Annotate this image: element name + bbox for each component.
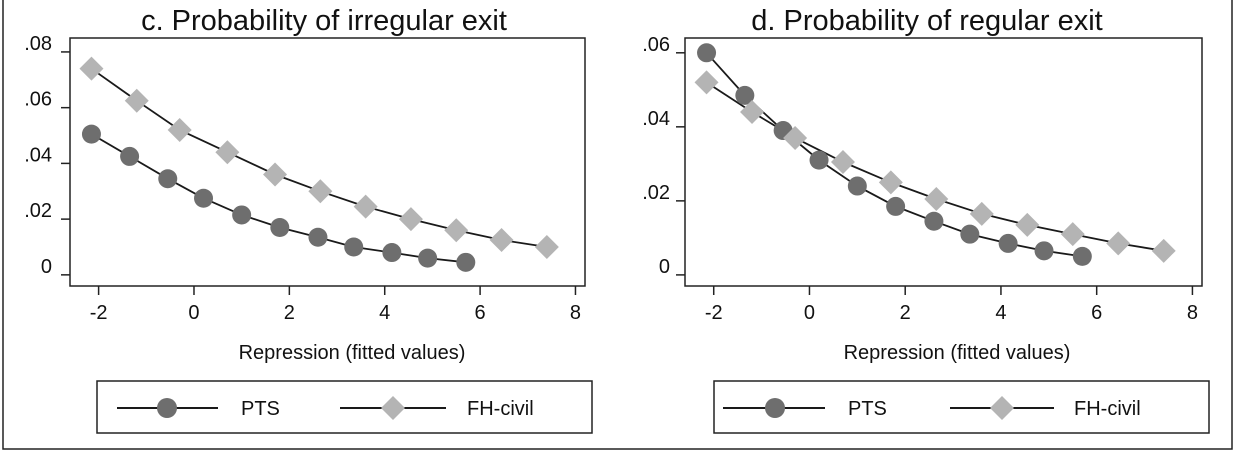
data-point-fh-civil: [830, 150, 855, 174]
plot-area: [69, 37, 586, 287]
data-point-pts: [270, 217, 290, 237]
data-point-pts: [924, 211, 944, 231]
data-point-fh-civil: [924, 187, 949, 212]
plot-marks: [694, 43, 1176, 266]
x-tick-label: 2: [900, 302, 911, 324]
y-tick-label: 0: [659, 256, 670, 278]
data-point-fh-civil: [878, 170, 903, 195]
legend-label-pts: PTS: [848, 398, 887, 420]
x-axis: -2 0 2 4 6 8: [705, 286, 1198, 324]
legend-item-fh-civil: FH-civil: [950, 396, 1141, 420]
x-tick-label: 6: [1091, 302, 1102, 324]
legend-item-pts: PTS: [117, 398, 280, 420]
y-tick-label: 0: [41, 256, 52, 278]
legend-label-fh-civil: FH-civil: [467, 398, 534, 420]
panel-regular-exit: d. Probability of regular exit -2 0 2 4 6 8 0…: [642, 5, 1210, 434]
x-tick-label: 0: [804, 302, 815, 324]
legend-marker-pts: [157, 398, 177, 418]
x-tick-label: 4: [379, 302, 390, 324]
legend-item-fh-civil: FH-civil: [340, 396, 534, 420]
data-point-pts: [308, 227, 328, 247]
data-point-pts: [120, 146, 140, 166]
data-point-fh-civil: [79, 56, 104, 81]
legend-marker-fh-civil: [990, 396, 1014, 420]
data-point-fh-civil: [444, 218, 469, 243]
y-axis: 0 .02 .04 .06 .08: [24, 33, 70, 278]
plot-marks: [79, 56, 559, 272]
x-tick-label: 6: [475, 302, 486, 324]
y-tick-label: .04: [24, 144, 52, 166]
data-point-pts: [847, 176, 867, 196]
x-tick-label: 2: [284, 302, 295, 324]
data-point-pts: [809, 150, 829, 170]
data-point-fh-civil: [489, 228, 514, 253]
data-point-fh-civil: [1106, 231, 1131, 256]
x-tick-label: 8: [570, 302, 581, 324]
chart-title: d. Probability of regular exit: [751, 5, 1102, 37]
data-point-fh-civil: [398, 207, 423, 232]
x-axis: -2 0 2 4 6 8: [90, 286, 581, 324]
data-point-pts: [418, 248, 438, 268]
data-point-pts: [1072, 246, 1092, 266]
data-point-pts: [344, 237, 364, 257]
data-point-fh-civil: [694, 70, 719, 95]
x-axis-label: Repression (fitted values): [239, 342, 466, 364]
y-tick-label: .04: [642, 108, 670, 130]
data-point-pts: [735, 85, 755, 105]
x-tick-label: -2: [705, 302, 723, 324]
y-axis: 0 .02 .04 .06: [642, 34, 685, 278]
legend-label-pts: PTS: [241, 398, 280, 420]
data-point-pts: [194, 188, 214, 208]
data-point-fh-civil: [353, 194, 378, 219]
x-tick-label: 4: [995, 302, 1006, 324]
data-point-pts: [697, 43, 717, 63]
panel-irregular-exit: c. Probability of irregular exit -2 0 2 4 6 8…: [24, 5, 593, 434]
chart-title: c. Probability of irregular exit: [141, 5, 507, 37]
data-point-pts: [382, 243, 402, 263]
data-point-fh-civil: [969, 201, 994, 226]
data-point-fh-civil: [1151, 238, 1176, 263]
data-point-fh-civil: [124, 88, 149, 113]
data-point-pts: [232, 205, 252, 225]
x-tick-label: -2: [90, 302, 108, 324]
data-point-fh-civil: [534, 234, 559, 259]
data-point-fh-civil: [740, 100, 765, 125]
data-point-pts: [960, 224, 980, 244]
legend-label-fh-civil: FH-civil: [1074, 398, 1141, 420]
data-point-pts: [81, 124, 101, 144]
y-tick-label: .02: [24, 200, 52, 222]
y-tick-label: .02: [642, 182, 670, 204]
data-point-pts: [886, 196, 906, 216]
y-tick-label: .08: [24, 33, 52, 55]
data-point-fh-civil: [167, 117, 192, 142]
data-point-pts: [158, 169, 178, 189]
x-tick-label: 8: [1187, 302, 1198, 324]
legend-marker-pts: [765, 398, 785, 418]
data-point-fh-civil: [263, 162, 288, 187]
data-point-pts: [456, 252, 476, 272]
data-point-pts: [1034, 241, 1054, 261]
data-point-fh-civil: [1060, 222, 1085, 247]
data-point-pts: [998, 233, 1018, 253]
y-tick-label: .06: [642, 34, 670, 56]
y-tick-label: .06: [24, 89, 52, 111]
x-tick-label: 0: [188, 302, 199, 324]
legend-item-pts: PTS: [723, 398, 887, 420]
data-point-fh-civil: [1015, 212, 1040, 237]
data-point-fh-civil: [783, 125, 808, 150]
data-point-fh-civil: [215, 140, 240, 165]
x-axis-label: Repression (fitted values): [844, 342, 1071, 364]
data-point-fh-civil: [308, 179, 333, 204]
legend-marker-fh-civil: [381, 396, 405, 420]
